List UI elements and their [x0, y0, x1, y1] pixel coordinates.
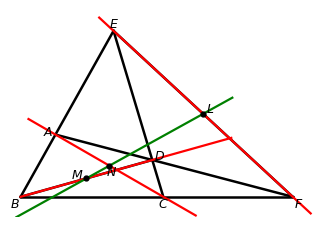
Text: C: C	[159, 198, 168, 211]
Text: L: L	[207, 103, 214, 116]
Text: N: N	[106, 167, 116, 179]
Text: B: B	[10, 198, 19, 211]
Text: M: M	[72, 169, 83, 182]
Text: E: E	[109, 18, 117, 31]
Text: F: F	[295, 198, 302, 211]
Text: D: D	[155, 150, 164, 163]
Text: A: A	[44, 126, 52, 140]
